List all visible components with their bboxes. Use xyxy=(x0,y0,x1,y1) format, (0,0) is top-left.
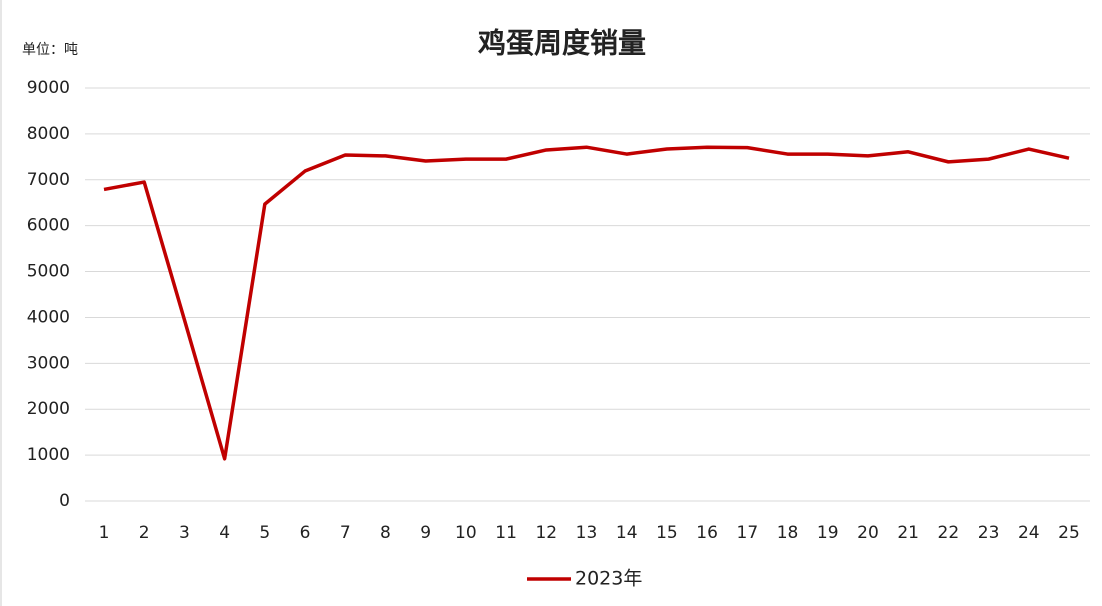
x-tick-label: 19 xyxy=(817,523,839,543)
y-tick-label: 8000 xyxy=(27,124,70,144)
x-tick-label: 22 xyxy=(938,523,960,543)
x-tick-label: 18 xyxy=(777,523,799,543)
x-tick-label: 24 xyxy=(1018,523,1040,543)
x-tick-label: 20 xyxy=(857,523,879,543)
y-tick-label: 1000 xyxy=(27,445,70,465)
x-tick-label: 6 xyxy=(300,523,311,543)
y-tick-label: 6000 xyxy=(27,216,70,236)
x-tick-label: 21 xyxy=(897,523,919,543)
x-tick-label: 14 xyxy=(616,523,638,543)
chart-title: 鸡蛋周度销量 xyxy=(477,27,646,60)
legend-label: 2023年 xyxy=(575,568,642,590)
y-tick-label: 0 xyxy=(59,491,70,511)
y-tick-label: 3000 xyxy=(27,353,70,373)
x-tick-label: 5 xyxy=(259,523,270,543)
x-tick-label: 10 xyxy=(455,523,477,543)
x-tick-label: 3 xyxy=(179,523,190,543)
x-tick-label: 12 xyxy=(535,523,557,543)
x-tick-label: 15 xyxy=(656,523,678,543)
x-tick-label: 8 xyxy=(380,523,391,543)
x-tick-label: 16 xyxy=(696,523,718,543)
x-tick-label: 2 xyxy=(139,523,150,543)
x-tick-label: 13 xyxy=(576,523,598,543)
x-tick-label: 11 xyxy=(495,523,517,543)
x-tick-label: 23 xyxy=(978,523,1000,543)
x-tick-label: 9 xyxy=(420,523,431,543)
y-tick-label: 7000 xyxy=(27,170,70,190)
x-tick-label: 4 xyxy=(219,523,230,543)
x-tick-label: 25 xyxy=(1058,523,1080,543)
x-tick-label: 1 xyxy=(99,523,110,543)
x-tick-label: 7 xyxy=(340,523,351,543)
y-tick-label: 2000 xyxy=(27,399,70,419)
series-line xyxy=(103,145,1070,461)
x-tick-label: 17 xyxy=(737,523,759,543)
y-tick-label: 5000 xyxy=(27,262,70,282)
y-tick-label: 4000 xyxy=(27,307,70,327)
y-tick-label: 9000 xyxy=(27,78,70,98)
unit-label: 单位：吨 xyxy=(22,42,78,58)
